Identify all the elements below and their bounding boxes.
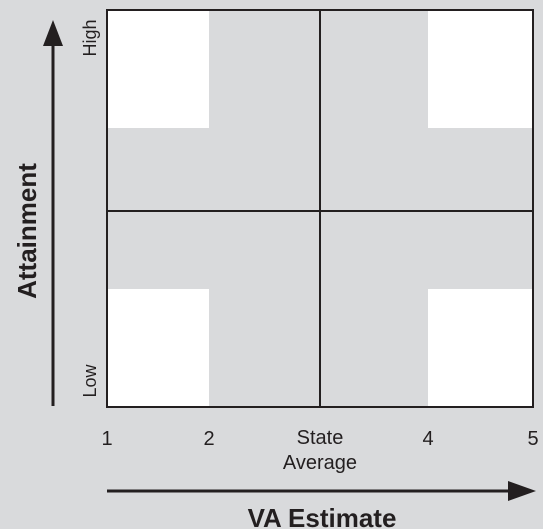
corner-top-right [428, 10, 533, 128]
x-tick-4: 4 [422, 428, 433, 450]
corner-bottom-left [107, 289, 209, 407]
y-axis-arrowhead [43, 20, 63, 46]
corner-top-left [107, 10, 209, 128]
x-tick-state-average: Average [283, 452, 357, 474]
y-axis-high-label: High [80, 19, 100, 56]
corner-bottom-right [428, 289, 533, 407]
x-axis-title: VA Estimate [248, 503, 397, 529]
x-tick-state: State [297, 427, 344, 449]
x-axis-arrowhead [508, 481, 536, 501]
x-tick-2: 2 [203, 428, 214, 450]
x-tick-5: 5 [527, 428, 538, 450]
y-axis-title: Attainment [12, 163, 42, 299]
x-tick-1: 1 [101, 428, 112, 450]
y-axis-low-label: Low [80, 363, 100, 397]
